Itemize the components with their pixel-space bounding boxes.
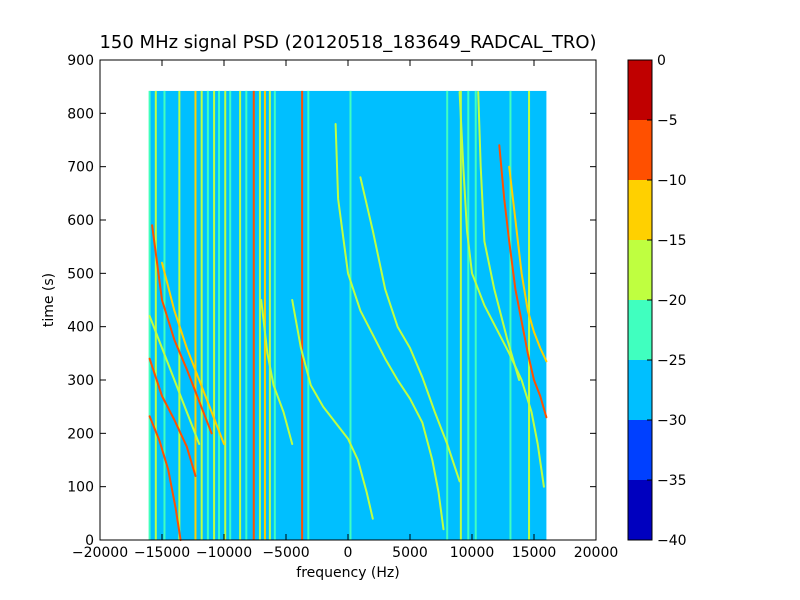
colorbar-tick-label: −20 <box>657 293 687 309</box>
doppler-track <box>498 144 548 419</box>
doppler-track <box>291 299 374 520</box>
colorbar <box>627 59 653 541</box>
doppler-track <box>148 357 197 477</box>
x-tick-label: 5000 <box>392 545 428 561</box>
x-axis-label: frequency (Hz) <box>296 565 399 581</box>
y-axis-label: time (s) <box>41 273 57 327</box>
doppler-track <box>359 176 461 483</box>
doppler-track <box>260 299 294 445</box>
x-tick-label: −5000 <box>262 545 309 561</box>
doppler-track <box>458 91 545 488</box>
y-tick-label: 400 <box>67 320 94 336</box>
colorbar-tick-label: −35 <box>657 473 687 489</box>
colorbar-tick-label: −10 <box>657 173 687 189</box>
doppler-track <box>508 165 548 363</box>
y-tick-label: 700 <box>67 160 94 176</box>
colorbar-segment <box>628 300 652 360</box>
chart-title: 150 MHz signal PSD (20120518_183649_RADC… <box>99 32 596 53</box>
colorbar-tick-label: −15 <box>657 233 687 249</box>
doppler-track <box>477 91 521 381</box>
doppler-track <box>148 415 182 541</box>
x-tick-label: −10000 <box>196 545 252 561</box>
y-tick-label: 800 <box>67 106 94 122</box>
colorbar-ticks: −40 −35 −30 −25 −20 −15 −10 −5 0 <box>647 53 687 549</box>
y-tick-label: 500 <box>67 266 94 282</box>
y-tick-label: 600 <box>67 213 94 229</box>
x-tick-label: 15000 <box>512 545 557 561</box>
x-axis-ticks: −20000 −15000 −10000 −5000 0 5000 10000 15000 20… <box>72 60 618 561</box>
colorbar-tick-label: −40 <box>657 533 687 549</box>
colorbar-tick-label: −25 <box>657 353 687 369</box>
doppler-track <box>148 315 201 445</box>
colorbar-segment <box>628 240 652 300</box>
colorbar-segment <box>628 60 652 120</box>
doppler-track <box>151 224 213 435</box>
doppler-track <box>161 261 225 445</box>
plot-layer <box>148 90 548 541</box>
colorbar-tick-label: −5 <box>657 113 678 129</box>
x-tick-label: 0 <box>344 545 353 561</box>
spectrogram-background <box>149 90 547 540</box>
x-tick-label: −20000 <box>72 545 128 561</box>
colorbar-tick-label: −30 <box>657 413 687 429</box>
y-tick-label: 300 <box>67 373 94 389</box>
colorbar-segment <box>628 420 652 480</box>
colorbar-segment <box>628 480 652 540</box>
colorbar-segment <box>628 360 652 420</box>
x-tick-label: −15000 <box>134 545 190 561</box>
y-tick-label: 100 <box>67 480 94 496</box>
y-axis-ticks: 0 100 200 300 400 500 600 700 800 900 <box>67 53 596 549</box>
colorbar-segment <box>628 180 652 240</box>
y-tick-label: 200 <box>67 426 94 442</box>
colorbar-segment <box>628 120 652 180</box>
y-tick-label: 900 <box>67 53 94 69</box>
x-tick-label: 20000 <box>574 545 619 561</box>
colorbar-tick-label: 0 <box>657 53 666 69</box>
y-tick-label: 0 <box>85 533 94 549</box>
x-tick-label: 10000 <box>450 545 495 561</box>
doppler-track <box>334 123 445 531</box>
